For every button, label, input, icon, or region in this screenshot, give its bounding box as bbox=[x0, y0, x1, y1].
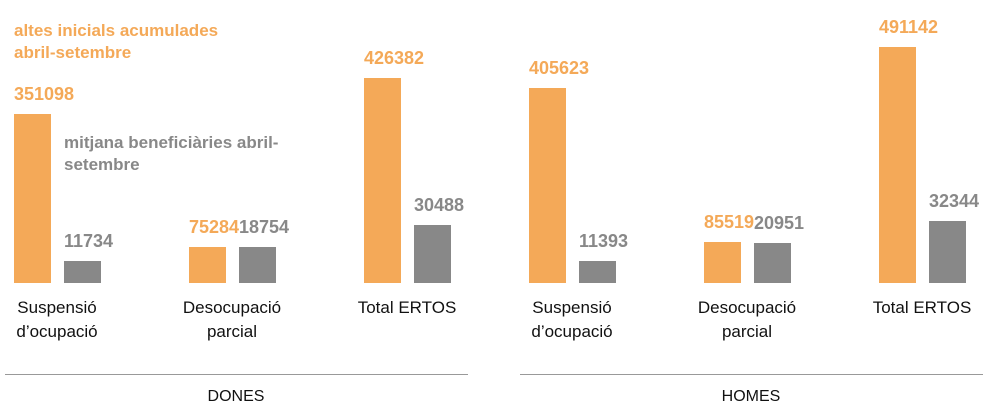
bar bbox=[929, 221, 966, 283]
panel-title: DONES bbox=[207, 388, 265, 405]
panel-title: HOMES bbox=[721, 388, 781, 405]
x-tick-label: Total ERTOS bbox=[357, 298, 457, 317]
separator bbox=[5, 374, 468, 375]
value-label: 11734 bbox=[64, 230, 114, 251]
value-label: 491142 bbox=[879, 17, 939, 37]
value-label: 30488 bbox=[414, 194, 465, 215]
bar bbox=[529, 88, 566, 283]
value-label: 85519 bbox=[704, 211, 755, 232]
bar bbox=[364, 78, 401, 283]
bar bbox=[239, 247, 276, 283]
value-label: 351098 bbox=[14, 84, 75, 105]
value-label: 405623 bbox=[529, 58, 590, 79]
bar bbox=[189, 246, 226, 283]
value-label: 20951 bbox=[754, 212, 805, 233]
bar bbox=[64, 260, 101, 283]
legend-label: mitjana beneficiàries abril-setembre bbox=[64, 133, 279, 174]
bar bbox=[414, 224, 451, 283]
bar bbox=[879, 47, 916, 283]
bar bbox=[14, 114, 51, 283]
bar bbox=[754, 242, 791, 283]
value-label: 75284 bbox=[189, 216, 240, 237]
legend-label: altes inicials acumulades abril-setembre bbox=[14, 21, 219, 62]
value-label: 426382 bbox=[364, 48, 425, 69]
x-tick-label: Suspensió d’ocupació bbox=[531, 298, 613, 341]
value-label: 11393 bbox=[579, 231, 629, 252]
value-label: 18754 bbox=[239, 217, 290, 238]
value-label: 32344 bbox=[929, 191, 980, 211]
bar bbox=[704, 241, 741, 283]
separator bbox=[520, 374, 983, 375]
bar bbox=[579, 261, 616, 283]
x-tick-label: Suspensió d’ocupació bbox=[16, 298, 98, 341]
x-tick-label: Total ERTOS bbox=[872, 298, 972, 317]
x-tick-label: Desocupació parcial bbox=[697, 298, 797, 341]
x-tick-label: Desocupació parcial bbox=[182, 298, 282, 341]
